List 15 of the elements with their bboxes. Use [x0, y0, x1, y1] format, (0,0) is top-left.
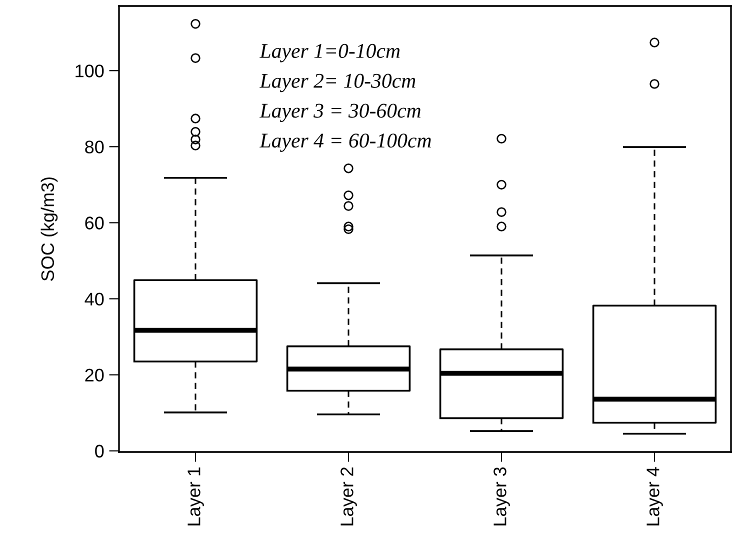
x-tick-label: Layer 4 — [646, 467, 663, 526]
annotation: Layer 3 = 30-60cm — [260, 104, 420, 122]
y-tick-label: 100 — [76, 64, 104, 78]
y-tick-label: 60 — [85, 216, 104, 230]
annotation: Layer 4 = 60-100cm — [260, 134, 431, 152]
x-tick-label: Layer 1 — [188, 467, 204, 526]
y-tick-label: 20 — [85, 368, 104, 382]
annotation: Layer 2= 10-30cm — [260, 74, 416, 92]
y-tick-label: 40 — [84, 292, 104, 306]
y-axis-title: SOC (kg/m3) — [40, 177, 58, 281]
x-tick-label: Layer 3 — [494, 467, 510, 526]
annotation: Layer 1=0-10cm — [260, 44, 400, 62]
y-tick-label: 0 — [95, 444, 104, 458]
y-tick-label: 80 — [85, 140, 104, 154]
x-tick-label: Layer 2 — [340, 467, 357, 526]
